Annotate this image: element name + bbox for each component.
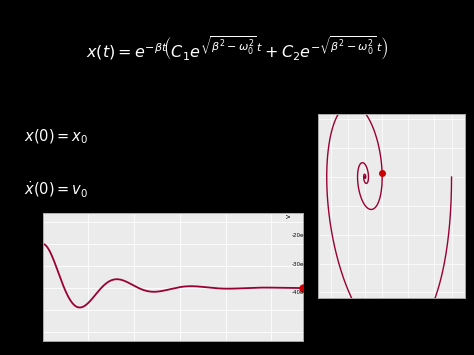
Text: $x(t) = e^{-\beta t}\!\left(C_1 e^{\sqrt{\beta^2-\omega_0^2}\,t} + C_2 e^{-\sqrt: $x(t) = e^{-\beta t}\!\left(C_1 e^{\sqrt… <box>85 35 389 62</box>
Y-axis label: v [m/s]: v [m/s] <box>285 193 292 218</box>
Title: Damped Oscillator: Damped Oscillator <box>131 203 215 212</box>
Text: $x(0) = x_0$: $x(0) = x_0$ <box>24 127 88 146</box>
X-axis label: x [m]: x [m] <box>382 312 401 319</box>
Text: $\dot{x}(0) = v_0$: $\dot{x}(0) = v_0$ <box>24 179 88 200</box>
Y-axis label: x [m]: x [m] <box>2 266 11 288</box>
